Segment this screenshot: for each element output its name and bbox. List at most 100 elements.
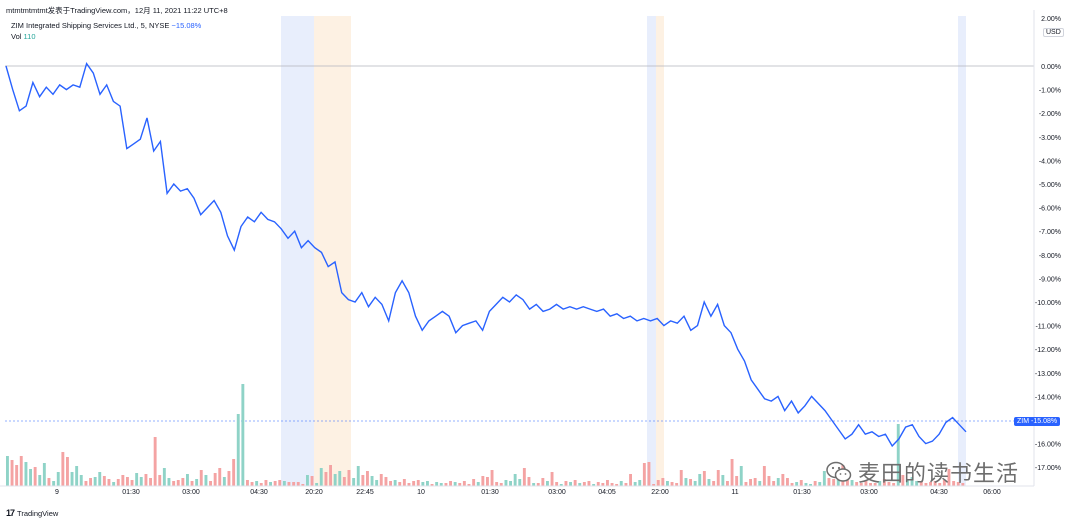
volume-bar bbox=[476, 482, 480, 486]
volume-bar bbox=[439, 483, 443, 486]
volume-bar bbox=[578, 483, 582, 486]
volume-bar bbox=[698, 474, 702, 486]
volume-bar bbox=[310, 476, 314, 486]
volume-bar bbox=[15, 465, 19, 486]
volume-bar bbox=[679, 470, 683, 486]
volume-bar bbox=[592, 484, 596, 486]
y-tick-label: -11.00% bbox=[1035, 324, 1061, 331]
volume-bar bbox=[112, 482, 116, 486]
volume-bar bbox=[522, 468, 526, 486]
x-tick-label: 03:00 bbox=[182, 489, 200, 496]
volume-bar bbox=[158, 475, 162, 486]
volume-bar bbox=[241, 384, 245, 486]
volume-bar bbox=[647, 462, 651, 486]
volume-bar bbox=[421, 482, 425, 486]
volume-bar bbox=[652, 484, 656, 486]
session-band-blue bbox=[958, 16, 966, 486]
volume-bar bbox=[246, 480, 249, 486]
x-tick-label: 9 bbox=[55, 489, 59, 496]
volume-bar bbox=[822, 471, 826, 486]
volume-bar bbox=[942, 480, 946, 486]
volume-bar bbox=[329, 465, 332, 486]
volume-bar bbox=[906, 479, 909, 486]
x-tick-label: 01:30 bbox=[481, 489, 499, 496]
volume-bar bbox=[227, 471, 231, 486]
volume-bar bbox=[606, 480, 609, 486]
volume-bar bbox=[130, 480, 134, 486]
y-tick-label: -2.00% bbox=[1039, 111, 1061, 118]
session-highlights bbox=[281, 16, 966, 486]
volume-bar bbox=[153, 437, 157, 486]
volume-bar bbox=[352, 478, 356, 486]
volume-bar bbox=[739, 466, 743, 486]
y-tick-label: -9.00% bbox=[1039, 276, 1061, 283]
volume-bar bbox=[532, 483, 536, 486]
session-band-blue bbox=[647, 16, 656, 486]
volume-bar bbox=[929, 482, 932, 486]
volume-bar bbox=[33, 467, 37, 486]
volume-bar bbox=[301, 484, 305, 486]
volume-bar bbox=[749, 479, 752, 486]
volume-bar bbox=[850, 480, 854, 486]
volume-bar bbox=[744, 482, 748, 486]
x-tick-label: 06:00 bbox=[983, 489, 1001, 496]
attribution: mtmtmtmtmt发表于TradingView.com，12月 11, 202… bbox=[6, 6, 228, 15]
volume-bar bbox=[901, 475, 905, 486]
volume-bar bbox=[75, 466, 79, 486]
volume-bar bbox=[121, 475, 125, 486]
last-value-number: -15.08% bbox=[1031, 418, 1058, 425]
volume-bar bbox=[855, 482, 859, 486]
volume-bar bbox=[772, 481, 776, 486]
volume-bar bbox=[481, 476, 485, 486]
volume-bar bbox=[407, 483, 411, 486]
volume-bar bbox=[449, 481, 452, 486]
volume-bar bbox=[767, 476, 771, 486]
x-tick-label: 04:30 bbox=[930, 489, 948, 496]
volume-bar bbox=[402, 479, 406, 486]
volume-bar bbox=[70, 472, 74, 486]
x-tick-label: 03:00 bbox=[860, 489, 878, 496]
volume-bar bbox=[878, 481, 882, 486]
volume-bar bbox=[29, 469, 32, 486]
y-tick-label: -4.00% bbox=[1039, 158, 1061, 165]
volume-bar bbox=[758, 481, 762, 486]
currency-label[interactable]: USD bbox=[1043, 28, 1064, 37]
x-tick-label: 01:30 bbox=[122, 489, 140, 496]
volume-bar bbox=[232, 459, 236, 486]
tradingview-footer[interactable]: 17 TradingView bbox=[6, 508, 58, 518]
volume-bar bbox=[587, 481, 591, 486]
volume-bar bbox=[956, 482, 960, 486]
volume-bar bbox=[282, 481, 286, 486]
volume-bar bbox=[786, 478, 789, 486]
volume-bar bbox=[730, 459, 734, 486]
volume-bar bbox=[527, 477, 531, 486]
volume-bar bbox=[933, 481, 937, 486]
volume-bar bbox=[938, 483, 942, 486]
tradingview-logo-icon: 17 bbox=[6, 508, 15, 518]
volume-bar bbox=[412, 481, 416, 486]
volume-bar bbox=[56, 472, 60, 486]
volume-bar bbox=[273, 481, 277, 486]
volume-bar bbox=[416, 480, 420, 486]
volume-bar bbox=[859, 483, 863, 486]
volume-bar bbox=[887, 482, 891, 486]
volume-bar bbox=[61, 452, 65, 486]
volume-bar bbox=[472, 479, 476, 486]
volume-bar bbox=[919, 482, 923, 486]
volume-bar bbox=[398, 482, 402, 486]
watermark-text: 麦田的读书生活 bbox=[858, 462, 1020, 487]
volume-bar bbox=[24, 462, 28, 486]
volume-label: Vol bbox=[11, 32, 22, 41]
volume-bar bbox=[684, 478, 688, 486]
x-axis: 9 01:30 03:00 04:30 20:20 22:45 10 01:30 03:00 04… bbox=[55, 489, 1001, 496]
volume-bar bbox=[116, 479, 120, 486]
volume-bar bbox=[712, 481, 716, 486]
volume-bar bbox=[287, 482, 291, 486]
volume-bar bbox=[633, 482, 637, 486]
volume-bar bbox=[98, 472, 102, 486]
volume-bar bbox=[486, 477, 489, 486]
volume-bar bbox=[250, 482, 254, 486]
volume-bar bbox=[333, 474, 337, 486]
volume-bar bbox=[209, 481, 212, 486]
volume-bar bbox=[315, 483, 319, 486]
